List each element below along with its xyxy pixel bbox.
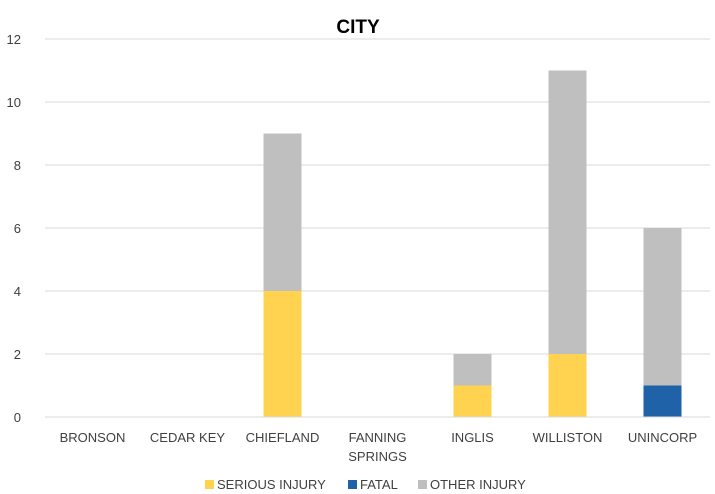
bar-segment xyxy=(643,385,682,417)
y-tick-label: 0 xyxy=(14,410,21,425)
bar-segment xyxy=(453,354,492,386)
legend-label: SERIOUS INJURY xyxy=(217,477,326,492)
legend: SERIOUS INJURY FATAL OTHER INJURY xyxy=(205,477,526,492)
y-tick-label: 12 xyxy=(7,32,21,47)
gridlines xyxy=(45,38,710,355)
bar-segment xyxy=(548,354,587,417)
x-tick-label: SPRINGS xyxy=(348,449,407,464)
x-tick-label: FANNING xyxy=(349,430,407,445)
x-tick-label: BRONSON xyxy=(60,430,126,445)
legend-label: OTHER INJURY xyxy=(430,477,526,492)
chart-title: CITY xyxy=(336,17,380,38)
x-tick-label: UNINCORP xyxy=(628,430,697,445)
bar-segment xyxy=(548,70,587,354)
y-tick-label: 10 xyxy=(7,95,21,110)
bar-segment xyxy=(263,291,302,417)
legend-label: FATAL xyxy=(360,477,398,492)
bar-segment xyxy=(263,133,302,291)
y-axis-ticks: 0 2 4 6 8 10 12 xyxy=(7,32,21,425)
y-tick-label: 2 xyxy=(14,347,21,362)
y-tick-label: 6 xyxy=(14,221,21,236)
bar-segment xyxy=(453,385,492,417)
legend-swatch xyxy=(205,480,214,489)
x-tick-label: INGLIS xyxy=(451,430,494,445)
x-tick-label: WILLISTON xyxy=(533,430,603,445)
legend-swatch xyxy=(418,480,427,489)
x-tick-label: CHIEFLAND xyxy=(246,430,320,445)
x-axis-categories: BRONSON CEDAR KEY CHIEFLAND FANNING SPRINGS I… xyxy=(60,430,698,464)
legend-swatch xyxy=(348,480,357,489)
y-tick-label: 8 xyxy=(14,158,21,173)
bars xyxy=(263,70,682,417)
y-tick-label: 4 xyxy=(14,284,21,299)
bar-segment xyxy=(643,228,682,386)
x-tick-label: CEDAR KEY xyxy=(150,430,225,445)
